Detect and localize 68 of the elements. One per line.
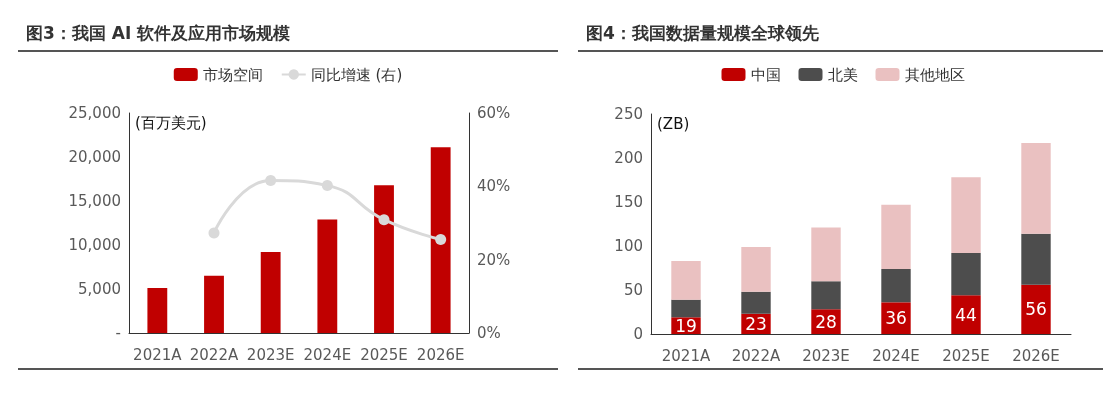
bar bbox=[147, 288, 168, 333]
y2-tick-label: 20% bbox=[477, 250, 511, 269]
bar bbox=[811, 227, 841, 282]
y-tick-label: 150 bbox=[614, 193, 643, 211]
y-tick-label: 25,000 bbox=[68, 104, 121, 122]
chart-title: 图3：我国 AI 软件及应用市场规模 bbox=[18, 16, 558, 52]
x-tick-label: 2023E bbox=[246, 345, 295, 364]
legend-label: 中国 bbox=[750, 65, 781, 84]
legend-label: 同比增速 (右) bbox=[310, 65, 403, 84]
data-label: 28 bbox=[815, 311, 837, 332]
data-label: 23 bbox=[745, 313, 767, 334]
bar bbox=[1021, 233, 1051, 285]
x-tick-label: 2021A bbox=[661, 346, 711, 365]
x-tick-label: 2022A bbox=[189, 345, 239, 364]
data-label: 44 bbox=[955, 304, 977, 325]
point bbox=[208, 227, 220, 239]
data-label: 56 bbox=[1025, 299, 1047, 320]
x-tick-label: 2025E bbox=[360, 345, 408, 364]
y-tick-label: 15,000 bbox=[68, 192, 121, 210]
bar bbox=[260, 252, 281, 333]
y-axis-title: (ZB) bbox=[657, 114, 690, 133]
y2-tick-label: 60% bbox=[477, 104, 511, 122]
y-tick-label: - bbox=[115, 324, 121, 342]
y-tick-label: 50 bbox=[623, 281, 643, 299]
data-label: 36 bbox=[885, 308, 907, 329]
bar bbox=[951, 253, 981, 296]
y-tick-label: 5,000 bbox=[78, 280, 121, 298]
x-tick-label: 2022A bbox=[731, 346, 781, 365]
bar bbox=[430, 147, 451, 333]
bar bbox=[741, 291, 771, 314]
y2-tick-label: 40% bbox=[477, 177, 511, 196]
legend-label: 其他地区 bbox=[904, 65, 965, 84]
x-tick-label: 2025E bbox=[942, 346, 990, 365]
y2-tick-label: 0% bbox=[477, 324, 501, 342]
bar bbox=[1021, 143, 1051, 234]
point bbox=[378, 214, 390, 226]
y-tick-label: 20,000 bbox=[68, 148, 121, 166]
legend-label: 北美 bbox=[827, 65, 858, 84]
x-tick-label: 2024E bbox=[872, 346, 920, 365]
bar bbox=[811, 281, 841, 310]
legend-label: 市场空间 bbox=[202, 65, 263, 84]
x-tick-label: 2021A bbox=[133, 345, 183, 364]
bar bbox=[951, 177, 981, 254]
x-tick-label: 2024E bbox=[303, 345, 352, 364]
y-tick-label: 0 bbox=[633, 325, 643, 343]
y-tick-label: 250 bbox=[614, 105, 643, 123]
x-tick-label: 2023E bbox=[802, 346, 850, 365]
y-tick-label: 100 bbox=[614, 237, 643, 255]
y-axis-title: (百万美元) bbox=[135, 113, 207, 132]
bar bbox=[1021, 284, 1051, 334]
y-tick-label: 10,000 bbox=[68, 236, 121, 254]
bar bbox=[881, 268, 911, 303]
bar bbox=[204, 275, 224, 333]
bar bbox=[374, 185, 394, 333]
bar bbox=[951, 295, 981, 334]
x-tick-label: 2026E bbox=[416, 345, 465, 364]
bar bbox=[741, 246, 771, 292]
point bbox=[265, 174, 277, 186]
point bbox=[321, 180, 333, 192]
bar bbox=[881, 204, 911, 269]
x-tick-label: 2026E bbox=[1012, 346, 1060, 365]
chart-title: 图4：我国数据量规模全球领先 bbox=[578, 16, 1103, 52]
bar bbox=[317, 219, 338, 333]
point bbox=[435, 234, 447, 245]
bar bbox=[671, 299, 701, 318]
bar bbox=[671, 260, 701, 300]
data-label: 19 bbox=[675, 315, 697, 336]
y-tick-label: 200 bbox=[614, 149, 643, 167]
